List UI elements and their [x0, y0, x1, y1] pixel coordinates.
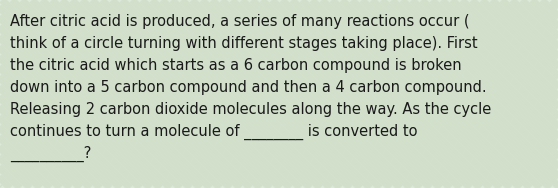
Text: After citric acid is produced, a series of many reactions occur (: After citric acid is produced, a series …: [10, 14, 470, 29]
Text: continues to turn a molecule of ________ is converted to: continues to turn a molecule of ________…: [10, 124, 417, 140]
Text: __________?: __________?: [10, 146, 92, 162]
Text: down into a 5 carbon compound and then a 4 carbon compound.: down into a 5 carbon compound and then a…: [10, 80, 487, 95]
Text: Releasing 2 carbon dioxide molecules along the way. As the cycle: Releasing 2 carbon dioxide molecules alo…: [10, 102, 491, 117]
Text: think of a circle turning with different stages taking place). First: think of a circle turning with different…: [10, 36, 478, 51]
Text: the citric acid which starts as a 6 carbon compound is broken: the citric acid which starts as a 6 carb…: [10, 58, 461, 73]
